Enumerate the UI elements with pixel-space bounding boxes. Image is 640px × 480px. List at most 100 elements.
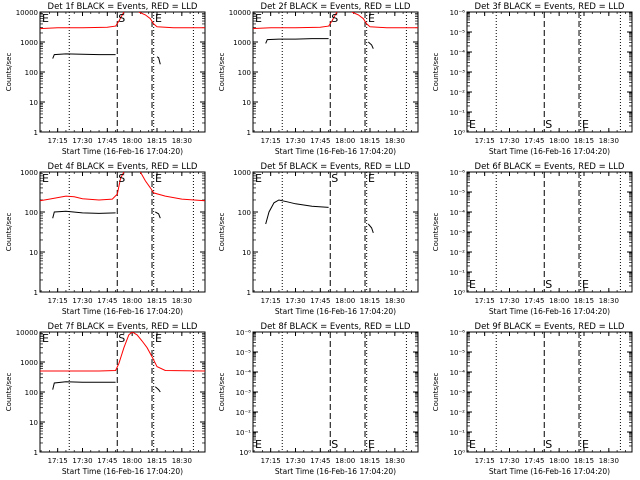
- y-tick-label: 1000: [20, 359, 38, 367]
- y-tick-label: 10000: [16, 329, 38, 337]
- end-marker-label: E: [255, 172, 262, 185]
- y-tick-label: 10⁻⁴: [450, 209, 466, 217]
- y-axis-label: Counts/sec: [218, 213, 226, 252]
- y-tick-label: 100: [238, 69, 251, 77]
- x-tick-label: 17:15: [48, 457, 68, 465]
- x-tick-label: 18:30: [172, 297, 192, 305]
- panel-title: Det 5f BLACK = Events, RED = LLD: [261, 162, 411, 172]
- x-tick-label: 17:45: [310, 137, 330, 145]
- end-marker-label: E: [42, 172, 49, 185]
- x-tick-label: 18:30: [385, 297, 405, 305]
- panel-title: Det 6f BLACK = Events, RED = LLD: [475, 162, 625, 172]
- y-tick-label: 100: [25, 389, 38, 397]
- x-tick-label: 17:45: [524, 457, 544, 465]
- lld-series-line: [40, 12, 125, 30]
- y-tick-label: 10⁻⁵: [236, 349, 252, 357]
- y-tick-label: 1000: [233, 169, 251, 177]
- panel-title: Det 2f BLACK = Events, RED = LLD: [261, 2, 411, 12]
- y-tick-label: 10⁻⁵: [450, 189, 466, 197]
- y-tick-label: 1: [34, 129, 38, 137]
- y-tick-label: 10⁻⁶: [450, 9, 466, 17]
- y-tick-label: 10⁻⁶: [450, 169, 466, 177]
- chart-panel: Det 2f BLACK = Events, RED = LLD Counts/s…: [218, 2, 419, 156]
- x-tick-label: 18:15: [360, 137, 380, 145]
- x-tick-label: 17:30: [499, 297, 519, 305]
- x-axis-label: Start Time (16-Feb-16 17:04:20): [62, 467, 183, 476]
- end-marker-label: E: [368, 12, 375, 25]
- end-marker-label: E: [155, 172, 162, 185]
- x-axis-label: Start Time (16-Feb-16 17:04:20): [62, 147, 183, 156]
- events-series-line: [367, 223, 374, 234]
- x-axis-label: Start Time (16-Feb-16 17:04:20): [489, 307, 610, 316]
- start-marker-label: S: [118, 172, 125, 185]
- start-marker-label: S: [545, 118, 552, 131]
- events-series-line: [265, 38, 329, 44]
- y-tick-label: 100: [25, 69, 38, 77]
- plot-frame: [466, 11, 633, 133]
- panel-title: Det 3f BLACK = Events, RED = LLD: [475, 2, 625, 12]
- x-tick-label: 17:45: [524, 297, 544, 305]
- x-tick-label: 18:15: [360, 297, 380, 305]
- lld-series-line: [351, 12, 418, 29]
- x-tick-label: 17:30: [285, 457, 305, 465]
- x-tick-label: 18:30: [385, 137, 405, 145]
- x-tick-label: 18:30: [599, 137, 619, 145]
- end-marker-label: E: [255, 12, 262, 25]
- end-marker-label: E: [368, 438, 375, 451]
- events-series-line: [155, 211, 161, 219]
- x-axis-label: Start Time (16-Feb-16 17:04:20): [62, 307, 183, 316]
- end-marker-label: E: [469, 278, 476, 291]
- x-tick-label: 17:15: [475, 297, 495, 305]
- x-tick-label: 17:45: [97, 297, 117, 305]
- x-tick-label: 17:30: [499, 137, 519, 145]
- y-tick-label: 10⁻⁴: [450, 369, 466, 377]
- plot-frame: [39, 331, 206, 453]
- y-tick-label: 10: [29, 419, 38, 427]
- x-tick-label: 18:00: [122, 137, 142, 145]
- end-marker-label: E: [255, 438, 262, 451]
- y-tick-label: 10⁻³: [236, 389, 252, 397]
- x-tick-label: 17:45: [310, 297, 330, 305]
- y-tick-label: 1: [247, 129, 251, 137]
- lld-series-line: [40, 172, 125, 202]
- x-axis-label: Start Time (16-Feb-16 17:04:20): [275, 147, 396, 156]
- start-marker-label: S: [118, 332, 125, 345]
- x-tick-label: 18:00: [549, 297, 569, 305]
- end-marker-label: E: [155, 12, 162, 25]
- x-tick-label: 17:30: [72, 137, 92, 145]
- chart-panel: Det 8f BLACK = Events, RED = LLD Counts/s…: [218, 322, 419, 476]
- y-tick-label: 10: [29, 249, 38, 257]
- chart-panel: Det 5f BLACK = Events, RED = LLD Counts/s…: [218, 162, 419, 316]
- x-tick-label: 18:15: [574, 457, 594, 465]
- y-tick-label: 10: [242, 99, 251, 107]
- events-series-line: [154, 386, 161, 393]
- x-axis-label: Start Time (16-Feb-16 17:04:20): [275, 307, 396, 316]
- x-tick-label: 18:00: [122, 457, 142, 465]
- y-axis-label: Counts/sec: [5, 213, 13, 252]
- x-tick-label: 18:15: [574, 137, 594, 145]
- plot-frame: [466, 331, 633, 453]
- x-tick-label: 17:30: [285, 297, 305, 305]
- y-tick-label: 10⁰: [239, 449, 251, 457]
- plot-frame: [252, 331, 419, 453]
- x-tick-label: 18:30: [385, 457, 405, 465]
- x-tick-label: 17:15: [261, 457, 281, 465]
- events-series-line: [52, 381, 116, 390]
- y-tick-label: 1000: [20, 39, 38, 47]
- y-tick-label: 10⁻³: [450, 389, 466, 397]
- y-tick-label: 10⁻¹: [450, 109, 466, 117]
- chart-panel: Det 9f BLACK = Events, RED = LLD Counts/s…: [432, 322, 633, 476]
- events-series-line: [367, 41, 374, 49]
- y-axis-label: Counts/sec: [5, 53, 13, 92]
- events-series-line: [52, 210, 116, 219]
- y-tick-label: 1: [247, 289, 251, 297]
- x-tick-label: 18:15: [360, 457, 380, 465]
- panel-title: Det 4f BLACK = Events, RED = LLD: [48, 162, 198, 172]
- lld-series-line: [138, 12, 205, 29]
- end-marker-label: E: [42, 332, 49, 345]
- start-marker-label: S: [331, 438, 338, 451]
- x-tick-label: 18:30: [599, 297, 619, 305]
- x-axis-label: Start Time (16-Feb-16 17:04:20): [275, 467, 396, 476]
- x-tick-label: 18:00: [335, 137, 355, 145]
- y-tick-label: 10⁻²: [450, 409, 466, 417]
